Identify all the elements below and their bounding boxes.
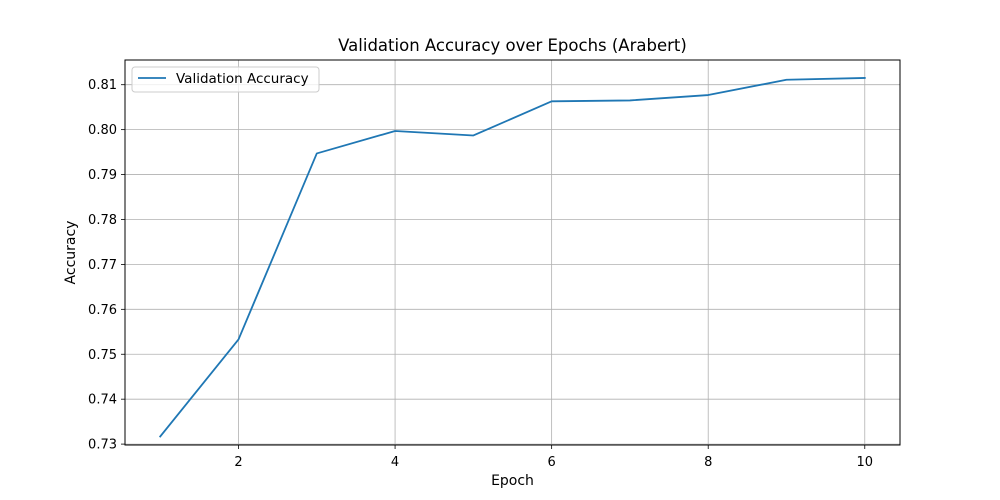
x-tick-label: 6 — [548, 455, 556, 470]
chart-title: Validation Accuracy over Epochs (Arabert… — [338, 36, 687, 55]
series-lines — [158, 77, 866, 438]
legend: Validation Accuracy — [131, 66, 320, 93]
legend-label: Validation Accuracy — [176, 71, 309, 87]
legend-box — [131, 66, 320, 93]
y-tick-label: 0.79 — [88, 168, 117, 183]
y-tick-label: 0.77 — [88, 258, 117, 273]
y-tick-label: 0.76 — [88, 303, 117, 318]
x-tick-label: 4 — [391, 455, 399, 470]
grid — [125, 60, 900, 445]
ticks: 2 4 6 8 10 0.73 0.74 0.75 0.76 0.77 0.78 0.79 0.80 0.… — [88, 78, 873, 470]
y-tick-label: 0.81 — [88, 78, 117, 93]
x-tick-label: 10 — [856, 455, 873, 470]
axes-frame — [124, 59, 901, 446]
x-tick-label: 2 — [234, 455, 242, 470]
y-tick-label: 0.80 — [88, 123, 117, 138]
x-tick-label: 8 — [704, 455, 712, 470]
y-axis-label: Accuracy — [63, 221, 79, 285]
y-tick-label: 0.73 — [88, 438, 117, 453]
y-tick-label: 0.78 — [88, 213, 117, 228]
x-axis-label: Epoch — [491, 473, 534, 489]
y-tick-label: 0.74 — [88, 393, 117, 408]
y-tick-label: 0.75 — [88, 348, 117, 363]
series-line — [158, 77, 866, 438]
